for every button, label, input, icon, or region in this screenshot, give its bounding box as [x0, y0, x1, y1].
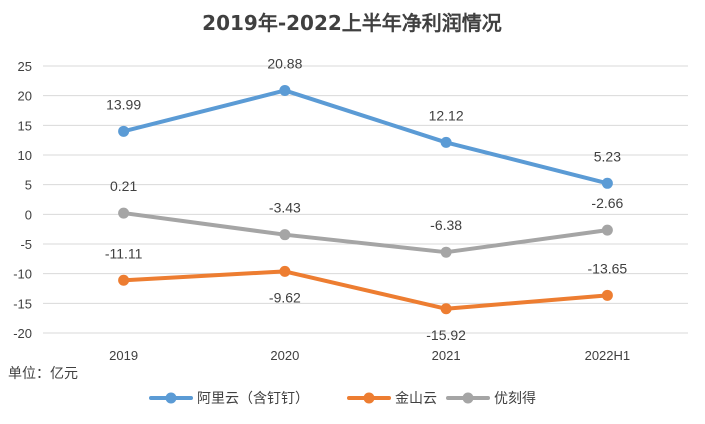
data-point	[601, 224, 613, 236]
y-axis-ticks: 25 20 15 10 5 0 -5 -10 -15 -20	[13, 59, 32, 341]
series-line	[121, 269, 610, 311]
data-label: -2.66	[591, 195, 623, 211]
x-tick-label: 2022H1	[585, 348, 631, 363]
data-point	[279, 265, 291, 277]
data-label: 0.21	[110, 178, 137, 194]
x-axis-ticks: 2019 2020 2021 2022H1	[109, 348, 630, 363]
data-labels: 13.99 20.88 12.12 5.23 -11.11 -9.62 -15.92 -13.…	[105, 55, 628, 342]
legend-label: 阿里云（含钉钉）	[197, 391, 309, 407]
data-point	[440, 136, 452, 148]
data-label: 20.88	[267, 55, 302, 71]
y-tick-label: 5	[25, 178, 32, 193]
data-label: -9.62	[269, 289, 301, 305]
series-line	[121, 88, 610, 186]
legend-swatch-marker	[462, 392, 474, 404]
series-lines	[118, 84, 613, 315]
data-point	[601, 289, 613, 301]
y-tick-label: 15	[18, 118, 32, 133]
x-tick-label: 2019	[109, 348, 138, 363]
data-point	[440, 246, 452, 258]
series-line	[121, 211, 610, 255]
data-point	[279, 84, 291, 96]
chart-title: 2019年-2022上半年净利润情况	[202, 11, 502, 35]
y-tick-label: -20	[13, 326, 32, 341]
unit-label: 单位：亿元	[8, 366, 78, 382]
data-point	[601, 177, 613, 189]
data-point	[118, 125, 130, 137]
legend-label: 金山云	[395, 391, 437, 407]
data-point	[279, 229, 291, 241]
data-point	[118, 274, 130, 286]
y-tick-label: 0	[25, 207, 32, 222]
legend-swatch-marker	[363, 392, 375, 404]
y-tick-label: -5	[20, 237, 32, 252]
data-label: -6.38	[430, 217, 462, 233]
x-tick-label: 2021	[432, 348, 461, 363]
data-point	[118, 207, 130, 219]
legend: 阿里云（含钉钉） 金山云 优刻得	[149, 390, 536, 407]
data-label: -3.43	[269, 200, 301, 216]
y-tick-label: 25	[18, 59, 32, 74]
data-label: -15.92	[426, 327, 466, 343]
y-tick-label: 20	[18, 89, 32, 104]
data-label: -11.11	[105, 245, 143, 261]
data-label: -13.65	[588, 260, 628, 276]
data-label: 5.23	[594, 148, 621, 164]
y-tick-label: -15	[13, 296, 32, 311]
data-point	[440, 303, 452, 315]
data-label: 13.99	[106, 96, 141, 112]
y-tick-label: 10	[18, 148, 32, 163]
data-label: 12.12	[429, 107, 464, 123]
legend-label: 优刻得	[494, 390, 536, 407]
x-tick-label: 2020	[270, 348, 299, 363]
legend-swatch-marker	[165, 392, 177, 404]
y-tick-label: -10	[13, 267, 32, 282]
